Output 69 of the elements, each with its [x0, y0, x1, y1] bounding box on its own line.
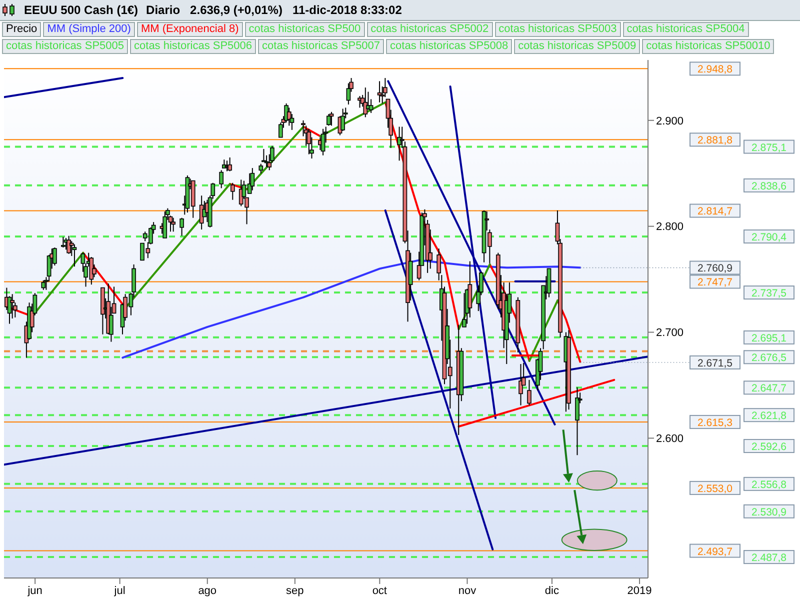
candlestick	[10, 294, 15, 319]
candlestick	[518, 364, 523, 406]
ref-line-label: 2.790,4	[751, 231, 787, 244]
ref-line-label: 2.814,7	[697, 206, 733, 218]
text: cotas historicas SP5008	[386, 39, 512, 54]
ref-line-label: 2.553,0	[697, 482, 733, 495]
candlestick	[340, 108, 345, 132]
text: cotas historicas SP5004	[622, 22, 749, 37]
y-tick-label: 2.900	[656, 115, 684, 128]
ref-line-label: 2.493,7	[697, 546, 733, 558]
x-tick-label: ago	[198, 584, 217, 597]
ref-line-label: 2.487,8	[751, 552, 787, 564]
ref-line-label: 2.747,7	[697, 276, 733, 289]
candlestick	[397, 126, 402, 162]
candlestick	[41, 280, 46, 290]
x-tick-label: jun	[26, 584, 42, 597]
ref-line-label: 2.647,7	[751, 382, 787, 395]
candlestick	[462, 292, 466, 328]
candlestick	[180, 217, 184, 236]
text: cotas historicas SP5002	[366, 22, 493, 37]
text: MM (Exponencial 8)	[136, 22, 243, 37]
candlestick	[320, 128, 326, 156]
chart-subtitle: Diario 2.636,9 (+0,01%) 11-dic-2018 8:33:02	[146, 3, 402, 17]
candlestick	[329, 111, 334, 126]
line-series	[122, 259, 582, 359]
x-tick-label: jul	[113, 584, 126, 597]
x-tick-label: nov	[458, 584, 477, 597]
text: cotas historicas SP5003	[494, 22, 621, 37]
ref-line-label: 2.881,8	[697, 134, 733, 147]
text: cotas historicas SP50010	[642, 39, 774, 54]
annotation: 2.671,5	[697, 357, 733, 370]
candlestick	[250, 168, 255, 191]
text: cotas historicas SP5009	[514, 39, 640, 54]
candlestick	[575, 386, 580, 456]
candlestick	[286, 107, 292, 126]
text: cotas historicas SP5006	[130, 39, 256, 54]
candlestick	[306, 128, 312, 155]
candlestick	[326, 114, 331, 126]
candlestick	[258, 163, 264, 174]
ref-line-label: 2.615,3	[697, 416, 733, 429]
x-tick-label: dic	[544, 584, 560, 597]
ref-line-label: 2.676,5	[751, 352, 787, 364]
chart-title: EEUU 500 Cash (1€)	[24, 3, 138, 17]
ref-line-label: 2.530,9	[751, 506, 787, 518]
candlestick	[230, 182, 235, 200]
text: cotas historicas SP5005	[2, 39, 128, 54]
ref-line-label: 2.875,1	[751, 142, 787, 154]
ref-line-label: 2.948,8	[697, 64, 733, 76]
text: cotas historicas SP5007	[258, 39, 384, 54]
x-tick-label: 2019	[627, 584, 652, 597]
ref-line-label: 2.838,6	[751, 180, 787, 192]
ref-line-label: 2.621,8	[751, 410, 787, 422]
ref-line-label: 2.556,8	[751, 478, 787, 491]
y-tick-label: 2.800	[656, 221, 684, 234]
text: Precio	[2, 22, 42, 37]
candlestick	[219, 170, 224, 189]
ref-line-label: 2.592,6	[751, 441, 787, 454]
y-tick-label: 2.700	[656, 327, 684, 340]
text: MM (Simple 200)	[43, 22, 135, 37]
x-tick-label: oct	[372, 584, 388, 597]
annotation: 2.760,9	[697, 262, 733, 275]
text: cotas historicas SP500	[244, 22, 365, 37]
x-tick-label: sep	[286, 584, 304, 597]
candlestick	[171, 217, 176, 232]
ref-line-label: 2.737,5	[751, 288, 787, 300]
ref-line-label: 2.695,1	[751, 332, 787, 344]
candlestick	[527, 379, 532, 406]
y-tick-label: 2.600	[656, 433, 684, 446]
candlestick	[408, 252, 413, 301]
